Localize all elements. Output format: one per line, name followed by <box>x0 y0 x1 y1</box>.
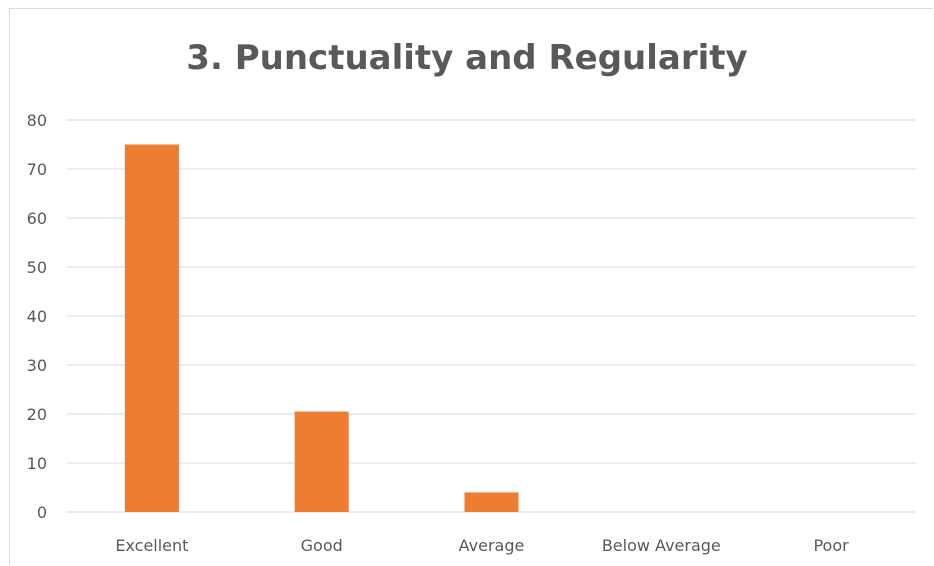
y-tick-label: 10 <box>27 454 47 473</box>
y-tick-label: 50 <box>27 258 47 277</box>
x-tick-label: Average <box>459 536 525 555</box>
bar-excellent <box>124 144 179 512</box>
chart-title: 3. Punctuality and Regularity <box>186 38 748 78</box>
y-tick-label: 40 <box>27 307 47 326</box>
y-tick-label: 80 <box>27 111 47 130</box>
x-tick-label: Excellent <box>115 536 188 555</box>
y-tick-label: 30 <box>27 356 47 375</box>
x-tick-label: Poor <box>813 536 849 555</box>
y-tick-label: 0 <box>37 503 47 522</box>
y-tick-label: 20 <box>27 405 47 424</box>
y-tick-label: 70 <box>27 160 47 179</box>
bar-average <box>464 492 519 512</box>
x-tick-label: Below Average <box>602 536 721 555</box>
y-tick-label: 60 <box>27 209 47 228</box>
bar-good <box>294 411 349 512</box>
x-tick-label: Good <box>301 536 343 555</box>
